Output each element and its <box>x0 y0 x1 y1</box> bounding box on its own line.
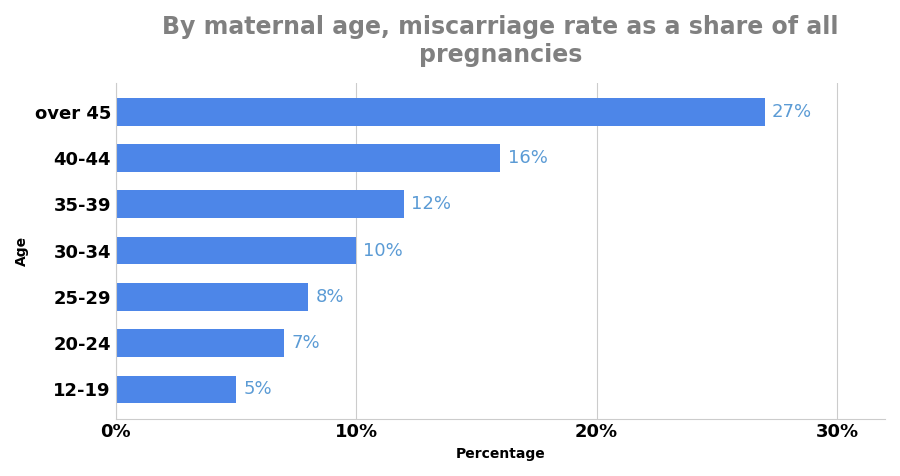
Text: 7%: 7% <box>292 334 320 352</box>
Bar <box>116 190 404 218</box>
Text: 16%: 16% <box>508 149 547 167</box>
Text: 5%: 5% <box>243 380 272 398</box>
Text: 8%: 8% <box>315 288 344 306</box>
Y-axis label: Age: Age <box>15 236 29 266</box>
Text: 27%: 27% <box>772 103 812 121</box>
Text: 10%: 10% <box>364 242 403 259</box>
X-axis label: Percentage: Percentage <box>455 447 545 461</box>
Bar <box>116 283 308 311</box>
Title: By maternal age, miscarriage rate as a share of all
pregnancies: By maternal age, miscarriage rate as a s… <box>162 15 839 67</box>
Bar <box>116 237 356 265</box>
Text: 12%: 12% <box>411 195 452 213</box>
Bar <box>116 144 500 172</box>
Bar <box>116 98 765 126</box>
Bar <box>116 376 236 403</box>
Bar <box>116 329 284 357</box>
